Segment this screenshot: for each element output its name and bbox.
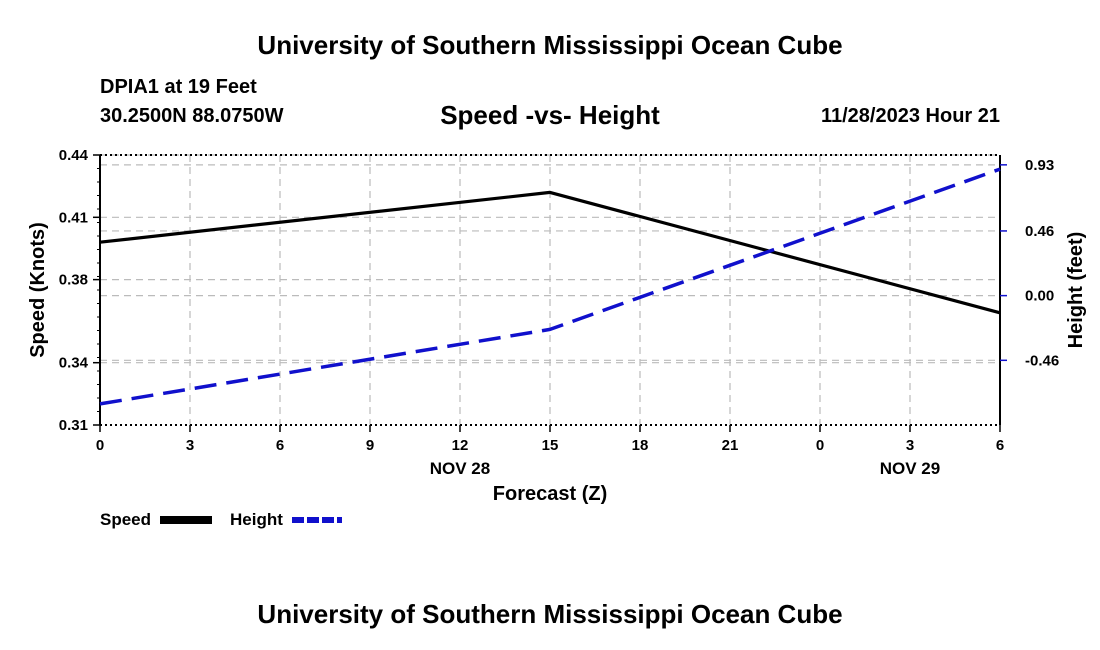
station-label: DPIA1 at 19 Feet xyxy=(100,76,257,98)
chart-subtitle: Speed -vs- Height xyxy=(440,100,660,130)
legend-label-height: Height xyxy=(230,510,283,529)
chart-title: University of Southern Mississippi Ocean… xyxy=(257,30,843,60)
height-series-line xyxy=(99,167,1001,406)
y-left-tick-label: 0.31 xyxy=(59,417,88,434)
y-left-tick-label: 0.41 xyxy=(59,209,88,226)
date-label: NOV 29 xyxy=(880,459,940,478)
y-right-axis-label: Height (feet) xyxy=(1065,232,1087,349)
x-tick-label: 3 xyxy=(906,437,914,454)
x-tick-label: 15 xyxy=(542,437,559,454)
y-left-axis-label: Speed (Knots) xyxy=(27,222,49,358)
y-right-tick-label: 0.93 xyxy=(1025,157,1054,174)
y-right-tick-label: 0.46 xyxy=(1025,223,1054,240)
footer-title: University of Southern Mississippi Ocean… xyxy=(257,599,843,629)
x-tick-label: 21 xyxy=(722,437,739,454)
x-tick-label: 18 xyxy=(632,437,649,454)
x-tick-label: 12 xyxy=(452,437,469,454)
y-right-tick-label: -0.46 xyxy=(1025,352,1059,369)
legend-label-speed: Speed xyxy=(100,510,151,529)
y-left-tick-label: 0.34 xyxy=(59,355,89,372)
x-axis-label: Forecast (Z) xyxy=(493,483,607,505)
y-left-tick-label: 0.44 xyxy=(59,147,89,164)
x-tick-label: 0 xyxy=(816,437,824,454)
y-right-tick-label: 0.00 xyxy=(1025,288,1054,305)
x-tick-label: 3 xyxy=(186,437,194,454)
y-left-tick-label: 0.38 xyxy=(59,272,88,289)
x-tick-label: 9 xyxy=(366,437,374,454)
x-tick-label: 0 xyxy=(96,437,104,454)
forecast-datetime: 11/28/2023 Hour 21 xyxy=(820,105,1000,127)
x-tick-label: 6 xyxy=(996,437,1004,454)
x-tick-label: 6 xyxy=(276,437,284,454)
date-label: NOV 28 xyxy=(430,459,490,478)
coordinates-label: 30.2500N 88.0750W xyxy=(100,105,284,127)
speed-series-line xyxy=(99,190,1001,315)
